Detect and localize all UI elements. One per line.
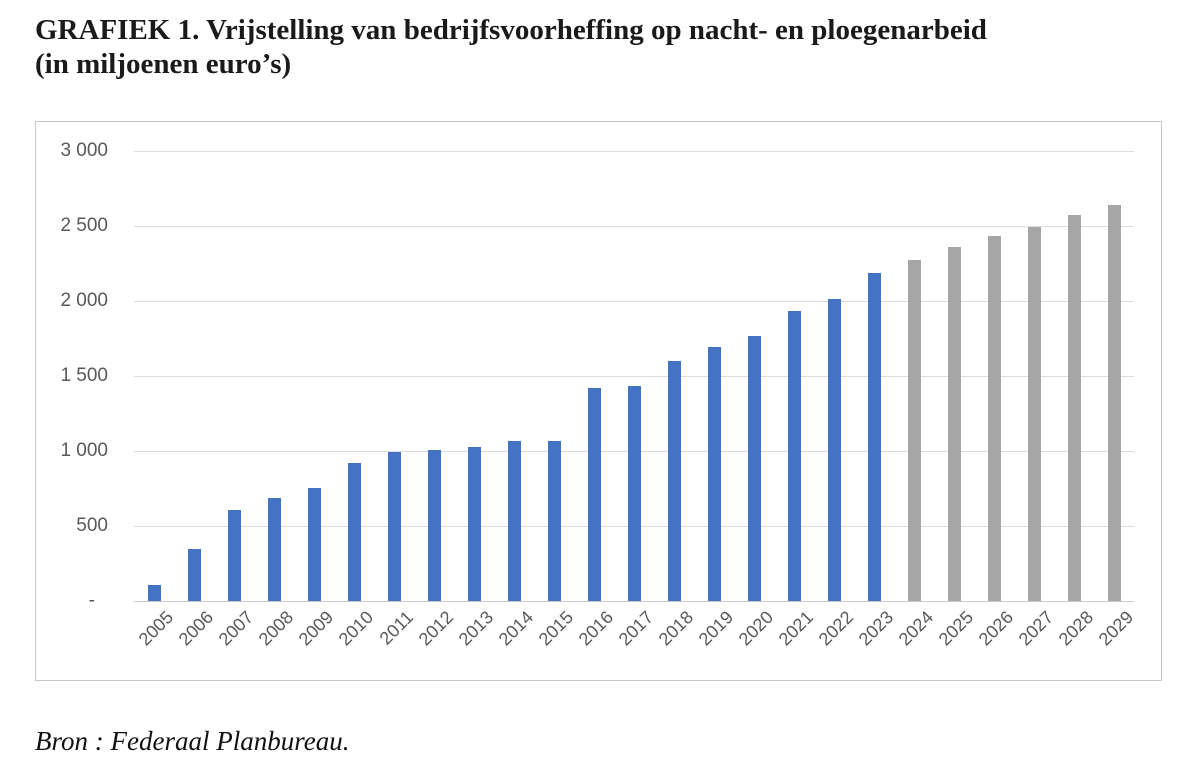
bar-2013 — [467, 447, 481, 601]
bar-2024 — [907, 259, 921, 601]
chart-title-line1: GRAFIEK 1. Vrijstelling van bedrijfsvoor… — [35, 14, 987, 46]
bar-2025 — [947, 247, 961, 601]
bar-2023 — [867, 272, 881, 601]
gridline-3000 — [134, 151, 1134, 152]
bar-2012 — [427, 449, 441, 601]
y-tick-1500: 1 500 — [60, 365, 108, 386]
gridline-0 — [134, 601, 1134, 602]
chart: 3 000 2 500 2 000 1 500 1 000 500-2005 2006 200… — [35, 121, 1162, 681]
gridline-2500 — [134, 226, 1134, 227]
bar-2015 — [547, 440, 561, 601]
chart-title-line2: (in miljoenen euro’s) — [35, 48, 292, 80]
y-tick-3000: 3 000 — [60, 140, 108, 161]
bar-2009 — [307, 487, 321, 601]
bar-2021 — [787, 310, 801, 601]
bar-2010 — [347, 463, 361, 601]
bar-2026 — [987, 235, 1001, 601]
chart-title: GRAFIEK 1. Vrijstelling van bedrijfsvoor… — [35, 13, 1155, 81]
gridline-1500 — [134, 376, 1134, 377]
bar-2018 — [667, 361, 681, 601]
bar-2027 — [1027, 226, 1041, 601]
gridline-2000 — [134, 301, 1134, 302]
bar-2029 — [1107, 205, 1121, 601]
bar-2014 — [507, 441, 521, 601]
bar-2019 — [707, 346, 721, 601]
y-tick-500: 500 — [76, 515, 108, 536]
bar-2022 — [827, 298, 841, 601]
source-note: Bron : Federaal Planbureau. — [35, 726, 350, 756]
bar-2005 — [147, 584, 161, 601]
bar-2020 — [747, 335, 761, 601]
y-tick-0: - — [88, 590, 95, 611]
bar-2028 — [1067, 214, 1081, 601]
bar-2016 — [587, 388, 601, 601]
y-tick-2000: 2 000 — [60, 290, 108, 311]
bar-2008 — [267, 497, 281, 601]
y-tick-2500: 2 500 — [60, 215, 108, 236]
y-tick-1000: 1 000 — [60, 440, 108, 461]
bar-2017 — [627, 385, 641, 601]
bar-2011 — [387, 451, 401, 601]
bar-2007 — [227, 509, 241, 601]
bar-2006 — [187, 549, 201, 601]
